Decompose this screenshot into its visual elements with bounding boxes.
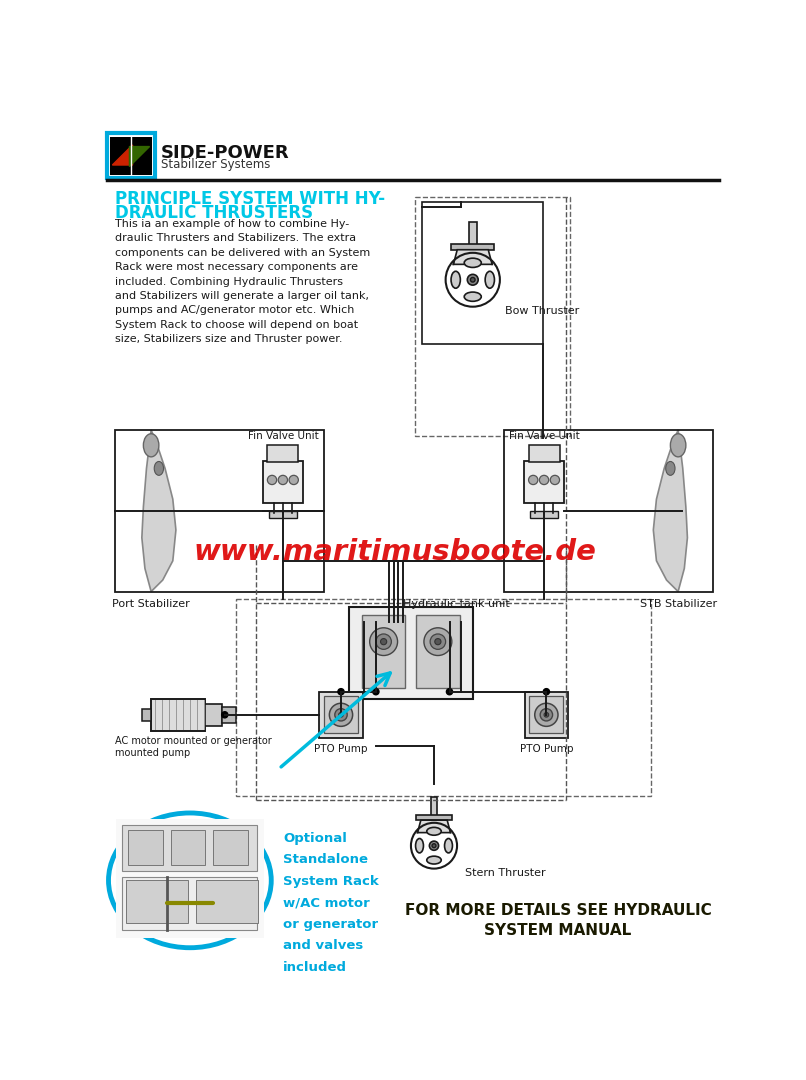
Circle shape	[376, 634, 392, 649]
Bar	[128, 831, 163, 865]
Bar	[114, 430, 324, 592]
Bar	[430, 797, 438, 816]
Bar	[127, 880, 189, 922]
Bar	[206, 704, 222, 726]
Bar	[142, 708, 152, 721]
Circle shape	[550, 475, 559, 485]
Ellipse shape	[445, 838, 452, 853]
Text: PTO Pump: PTO Pump	[314, 744, 368, 754]
Bar	[196, 880, 258, 922]
Circle shape	[372, 689, 379, 694]
Bar	[236, 599, 651, 796]
Text: DRAULIC THRUSTERS: DRAULIC THRUSTERS	[114, 203, 313, 221]
Bar	[530, 511, 558, 518]
Circle shape	[370, 627, 397, 656]
Bar	[222, 707, 236, 723]
Bar	[504, 430, 713, 592]
Circle shape	[430, 841, 438, 850]
Circle shape	[339, 713, 343, 717]
Polygon shape	[112, 145, 132, 165]
Bar	[122, 877, 257, 930]
Circle shape	[380, 638, 387, 645]
Polygon shape	[418, 820, 451, 833]
Bar	[469, 222, 476, 245]
Text: STB Stabilizer: STB Stabilizer	[640, 599, 717, 609]
Text: SIDE-POWER: SIDE-POWER	[161, 145, 290, 162]
Bar	[269, 511, 297, 518]
Circle shape	[330, 703, 353, 727]
Text: PRINCIPLE SYSTEM WITH HY-: PRINCIPLE SYSTEM WITH HY-	[114, 190, 384, 207]
Text: Bow Thruster: Bow Thruster	[505, 306, 580, 315]
Bar	[529, 445, 559, 462]
Circle shape	[289, 475, 298, 485]
Ellipse shape	[464, 292, 481, 301]
Circle shape	[334, 708, 347, 721]
Bar	[414, 198, 570, 436]
Circle shape	[424, 627, 452, 656]
Text: Stabilizer Systems: Stabilizer Systems	[161, 158, 271, 171]
Circle shape	[540, 708, 553, 721]
Circle shape	[471, 278, 475, 282]
Ellipse shape	[671, 434, 686, 457]
FancyBboxPatch shape	[107, 134, 155, 178]
Circle shape	[434, 638, 441, 645]
Bar	[416, 815, 452, 820]
Ellipse shape	[143, 434, 159, 457]
Bar	[362, 615, 405, 688]
Ellipse shape	[154, 461, 164, 475]
Circle shape	[539, 475, 549, 485]
Circle shape	[278, 475, 288, 485]
Bar	[263, 461, 303, 503]
Bar	[171, 831, 206, 865]
Bar	[213, 831, 248, 865]
Circle shape	[222, 712, 228, 718]
Bar	[324, 697, 358, 733]
Bar	[268, 445, 298, 462]
Text: Fin Valve Unit: Fin Valve Unit	[247, 431, 318, 442]
Bar	[116, 819, 264, 939]
Text: Hydraulic tank unit: Hydraulic tank unit	[403, 599, 509, 609]
Bar	[530, 697, 563, 733]
Bar	[451, 244, 494, 249]
Text: Optional
Standalone
System Rack
w/AC motor
or generator
and valves
included: Optional Standalone System Rack w/AC mot…	[283, 832, 379, 974]
Bar	[122, 825, 257, 872]
Circle shape	[534, 703, 558, 727]
Text: This ia an example of how to combine Hy-
draulic Thrusters and Stabilizers. The : This ia an example of how to combine Hy-…	[114, 219, 370, 345]
Text: Port Stabilizer: Port Stabilizer	[112, 599, 190, 609]
Polygon shape	[654, 430, 688, 592]
Text: Fin Valve Unit: Fin Valve Unit	[509, 431, 580, 442]
Bar	[524, 461, 564, 503]
Ellipse shape	[451, 271, 460, 288]
Bar	[319, 691, 363, 738]
Ellipse shape	[666, 461, 675, 475]
Circle shape	[467, 274, 478, 285]
Text: PTO Pump: PTO Pump	[520, 744, 573, 754]
Text: FOR MORE DETAILS SEE HYDRAULIC
SYSTEM MANUAL: FOR MORE DETAILS SEE HYDRAULIC SYSTEM MA…	[405, 904, 712, 939]
Circle shape	[338, 689, 344, 694]
Ellipse shape	[426, 856, 441, 864]
Polygon shape	[453, 249, 492, 265]
Circle shape	[430, 634, 446, 649]
Bar	[349, 607, 473, 700]
Ellipse shape	[464, 258, 481, 268]
Ellipse shape	[416, 838, 423, 853]
Text: Stern Thruster: Stern Thruster	[465, 867, 546, 878]
Polygon shape	[142, 430, 176, 592]
Bar	[525, 691, 568, 738]
Circle shape	[529, 475, 538, 485]
Circle shape	[432, 843, 436, 848]
Text: AC motor mounted or generator
mounted pump: AC motor mounted or generator mounted pu…	[114, 737, 272, 758]
Bar	[416, 615, 459, 688]
Circle shape	[447, 689, 453, 694]
Circle shape	[543, 689, 550, 694]
Circle shape	[544, 713, 549, 717]
Polygon shape	[130, 147, 150, 166]
Text: www.maritimusboote.de: www.maritimusboote.de	[193, 538, 596, 566]
Ellipse shape	[485, 271, 494, 288]
Circle shape	[268, 475, 276, 485]
Bar	[152, 699, 206, 731]
Ellipse shape	[426, 827, 441, 835]
Bar	[422, 202, 542, 345]
Bar	[110, 136, 152, 175]
